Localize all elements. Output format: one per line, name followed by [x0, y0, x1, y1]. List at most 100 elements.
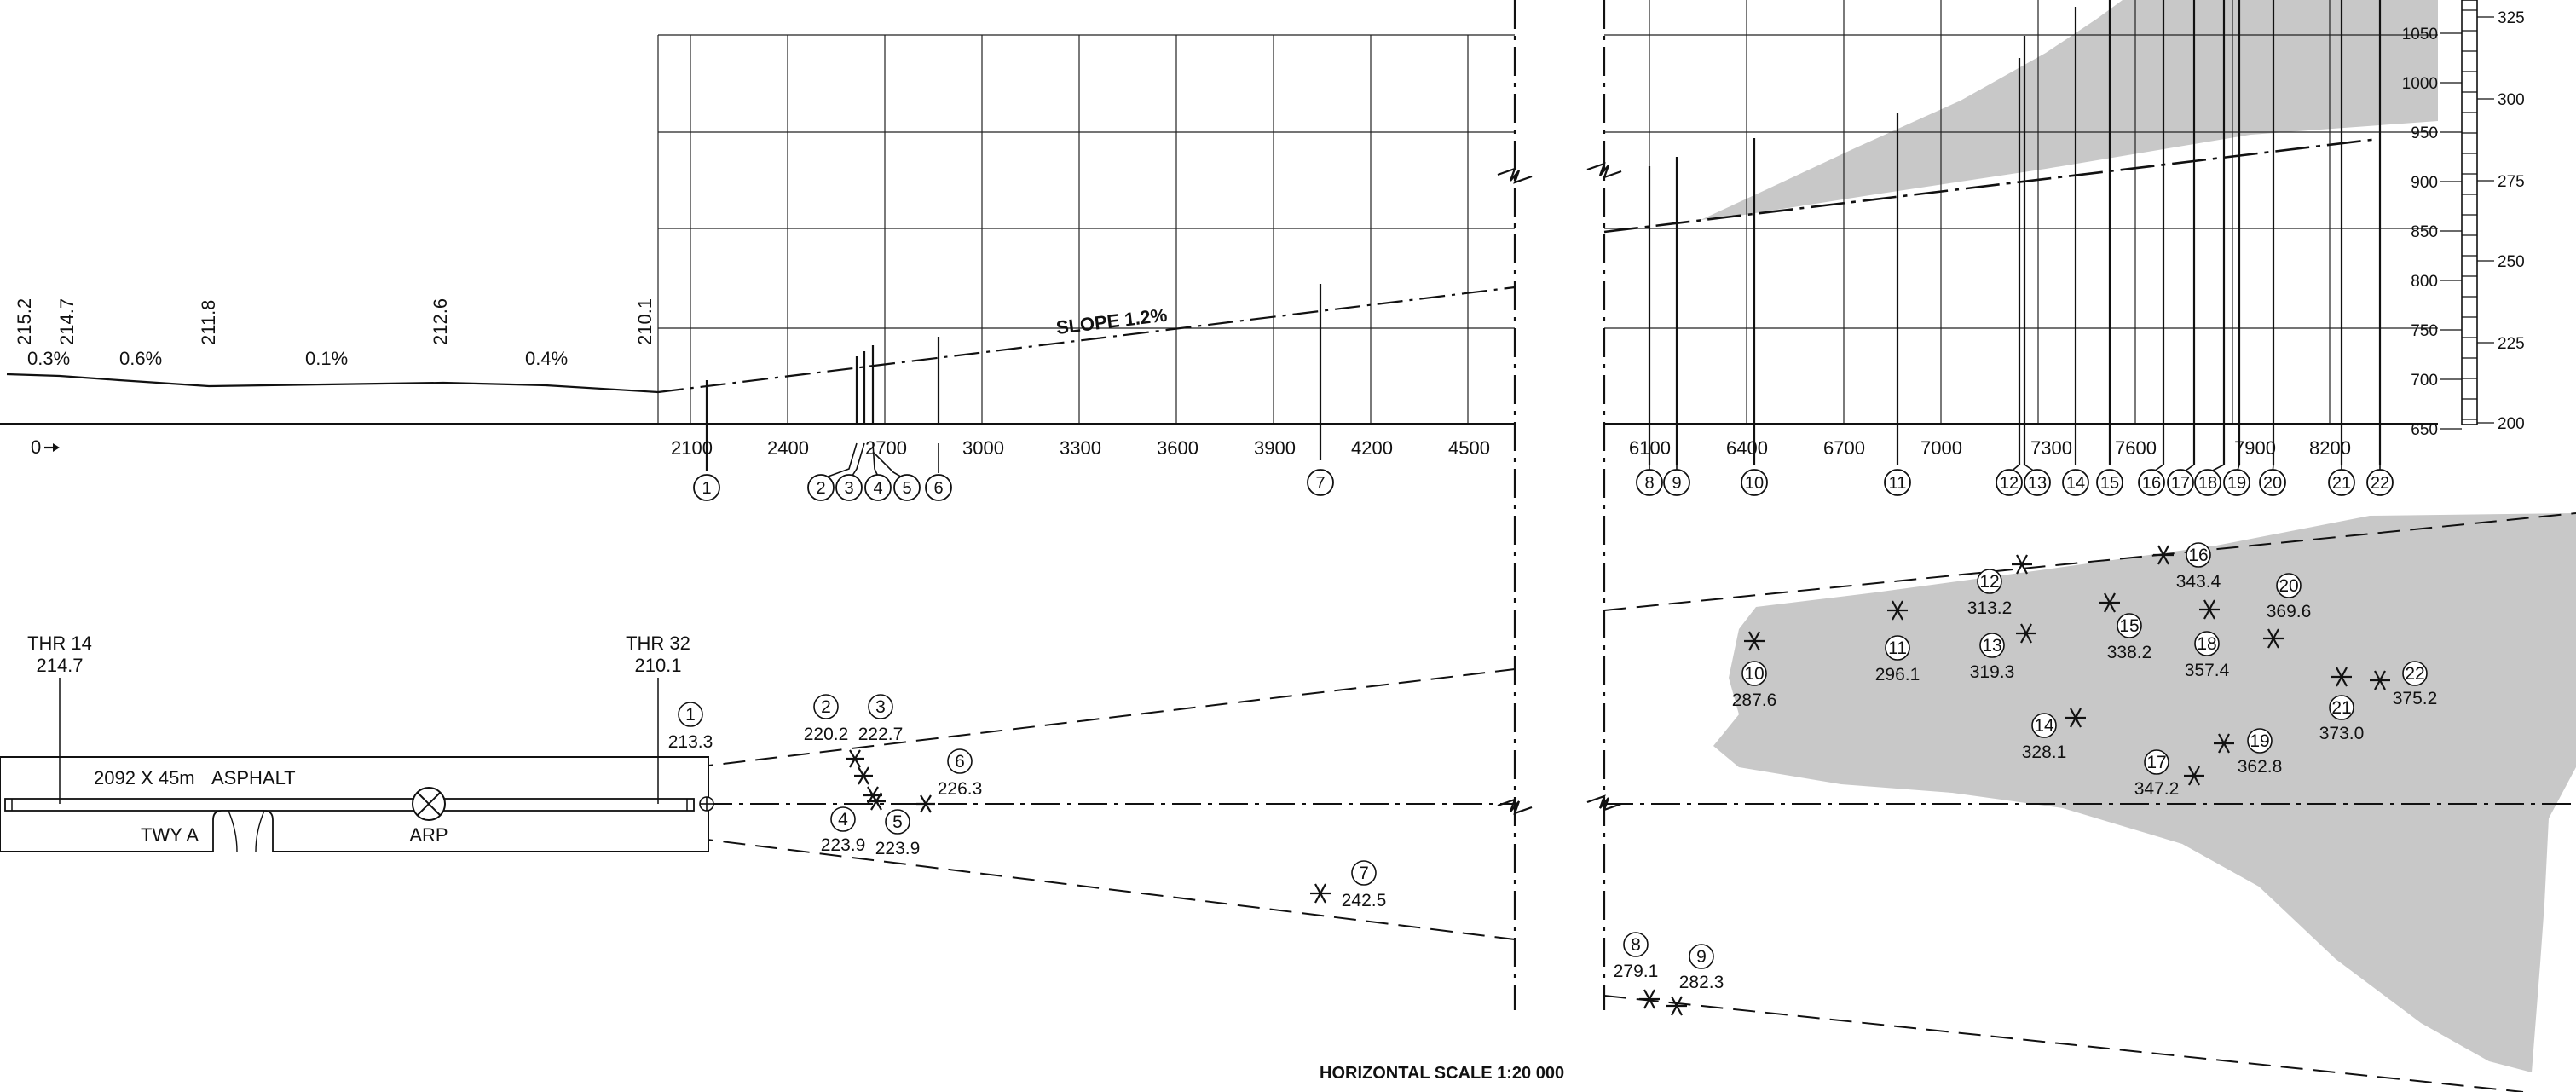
plan-obstacle: 19 362.8 [2238, 728, 2282, 777]
svg-text:347.2: 347.2 [2134, 779, 2180, 799]
svg-text:328.1: 328.1 [2022, 742, 2067, 762]
height-tick-feet: 700 [2411, 372, 2438, 390]
slope-line-left [657, 286, 1516, 394]
plan-obstacle: 4 223.9 [821, 806, 866, 855]
svg-text:226.3: 226.3 [938, 779, 983, 799]
svg-text:6: 6 [933, 479, 943, 498]
svg-text:19: 19 [2227, 474, 2246, 493]
obstacle-bubble: 18 [2194, 469, 2221, 496]
svg-text:16: 16 [2142, 474, 2161, 493]
obstacle-bubble: 10 [1741, 469, 1768, 496]
arp-label: ARP [409, 824, 448, 846]
plan-obstacle: 10 287.6 [1732, 661, 1776, 710]
svg-text:5: 5 [902, 479, 911, 498]
plan-obstacle: 3 222.7 [858, 694, 903, 744]
svg-text:223.9: 223.9 [821, 835, 866, 855]
height-tick-metres: 325 [2498, 9, 2525, 27]
svg-text:12: 12 [1979, 572, 1999, 592]
profile-elev-label: 210.1 [634, 298, 656, 345]
plan-obstacle: 22 375.2 [2393, 661, 2438, 708]
runway-end-marker-icon [699, 796, 714, 812]
svg-text:220.2: 220.2 [804, 725, 849, 744]
svg-text:1: 1 [685, 705, 696, 725]
gradient-label: 0.6% [119, 348, 162, 369]
height-tick-metres: 200 [2498, 415, 2525, 433]
profile-elev-label: 211.8 [198, 300, 219, 345]
plan-obstacle: 13 319.3 [1970, 633, 2015, 682]
distance-tick: 3000 [962, 437, 1004, 459]
plan-view: THR 14 214.7 THR 32 210.1 2092 X 45m ASP… [0, 512, 2576, 1092]
gradient-label: 0.1% [305, 348, 348, 369]
svg-text:19: 19 [2250, 731, 2269, 751]
plan-obstacle: 21 373.0 [2319, 695, 2365, 743]
slope-label: SLOPE 1.2% [1055, 304, 1169, 338]
svg-text:313.2: 313.2 [1967, 598, 2013, 618]
svg-text:1: 1 [702, 479, 711, 498]
plan-obstacles: 1 213.3 2 220.2 3 222.7 4 223.9 [668, 542, 2438, 992]
plan-obstacle: 18 357.4 [2185, 631, 2230, 680]
svg-text:343.4: 343.4 [2176, 572, 2221, 592]
profile-view: 215.2 214.7 211.8 212.6 210.1 0.3% 0.6% … [0, 0, 2525, 501]
runway-profile-line [6, 373, 659, 394]
svg-text:21: 21 [2331, 698, 2351, 718]
taxiway-label: TWY A [141, 824, 199, 846]
profile-elev-label: 215.2 [14, 298, 35, 345]
distance-tick: 8200 [2309, 437, 2351, 459]
svg-text:3: 3 [844, 479, 853, 498]
distance-tick: 6100 [1629, 437, 1671, 459]
obstacle-bubble: 4 [864, 474, 892, 501]
distance-tick: 3900 [1254, 437, 1296, 459]
svg-text:8: 8 [1631, 935, 1641, 955]
svg-text:15: 15 [2119, 616, 2139, 636]
height-tick-feet: 850 [2411, 223, 2438, 241]
svg-text:12: 12 [2000, 474, 2019, 493]
svg-text:4: 4 [873, 479, 882, 498]
height-scale: 1050 1000 950 900 850 800 750 700 650 32… [2402, 0, 2525, 439]
height-tick-feet: 650 [2411, 421, 2438, 439]
svg-text:213.3: 213.3 [668, 732, 713, 752]
plan-obstacle: 11 296.1 [1875, 635, 1920, 685]
svg-text:279.1: 279.1 [1614, 962, 1659, 981]
obstacle-bubble: 20 [2259, 469, 2286, 496]
svg-text:17: 17 [2171, 474, 2190, 493]
thr14-elevation: 214.7 [36, 655, 83, 676]
distance-tick: 2700 [865, 437, 907, 459]
svg-text:375.2: 375.2 [2393, 689, 2438, 708]
slope-line-right [1603, 137, 2379, 234]
distance-tick: 7900 [2234, 437, 2276, 459]
scale-label: HORIZONTAL SCALE 1:20 000 [1320, 1064, 1564, 1083]
obstacle-bubble: 11 [1884, 469, 1911, 496]
obstacle-bubble: 17 [2167, 469, 2194, 496]
svg-text:9: 9 [1696, 947, 1707, 967]
profile-grid-right [1604, 0, 2438, 424]
obstacle-bubble: 9 [1663, 469, 1690, 496]
distance-tick: 6700 [1823, 437, 1865, 459]
runway-surface: ASPHALT [211, 767, 296, 789]
svg-text:21: 21 [2332, 474, 2351, 493]
plan-obstacle: 7 242.5 [1342, 860, 1387, 910]
svg-text:18: 18 [2198, 474, 2217, 493]
plan-obstacle: 15 338.2 [2107, 613, 2151, 662]
obstacle-bubble: 5 [893, 474, 921, 501]
svg-text:15: 15 [2100, 474, 2119, 493]
svg-text:319.3: 319.3 [1970, 662, 2015, 682]
height-tick-metres: 225 [2498, 335, 2525, 353]
svg-text:13: 13 [2028, 474, 2047, 493]
svg-text:373.0: 373.0 [2319, 724, 2365, 743]
height-tick-feet: 900 [2411, 174, 2438, 192]
svg-text:242.5: 242.5 [1342, 891, 1387, 910]
profile-elev-label: 212.6 [430, 298, 451, 345]
height-tick-feet: 1050 [2402, 26, 2438, 43]
plan-obstacle: 16 343.4 [2176, 542, 2221, 592]
distance-tick: 7300 [2030, 437, 2072, 459]
plan-obstacle: 1 213.3 [668, 702, 713, 752]
obstacle-bubble: 22 [2366, 469, 2394, 496]
svg-text:11: 11 [1889, 474, 1907, 493]
distance-tick: 7000 [1920, 437, 1962, 459]
height-tick-metres: 300 [2498, 91, 2525, 109]
break-lines [1497, 0, 1622, 1010]
svg-text:8: 8 [1644, 474, 1654, 493]
svg-text:296.1: 296.1 [1875, 665, 1920, 685]
height-tick-feet: 950 [2411, 124, 2438, 142]
